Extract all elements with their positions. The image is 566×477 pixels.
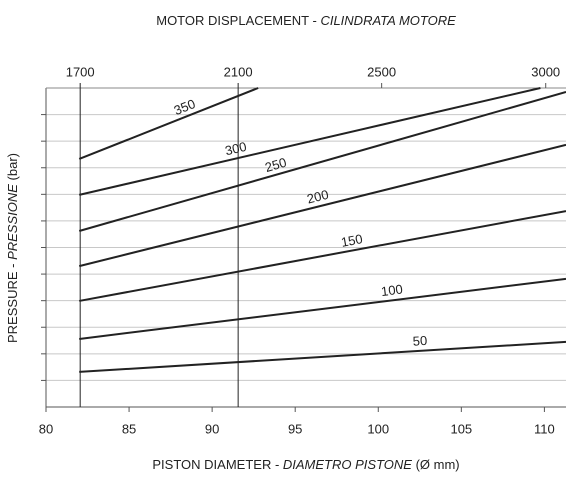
x2-tick-label: 2500: [367, 64, 396, 79]
x-tick-label: 85: [122, 421, 136, 436]
series-label: 100: [380, 282, 403, 300]
title-part: CILINDRATA MOTORE: [320, 13, 456, 28]
title-part: MOTOR DISPLACEMENT -: [156, 13, 320, 28]
ylabel-part: (bar): [5, 153, 20, 184]
series-label: 300: [223, 139, 248, 159]
x-tick-label: 110: [534, 421, 555, 436]
series-label: 50: [412, 333, 427, 349]
ylabel-part: PRESSURE -: [5, 260, 20, 343]
x-tick-label: 80: [39, 421, 53, 436]
x-tick-label: 100: [367, 421, 389, 436]
xlabel-part: DIAMETRO PISTONE: [283, 457, 412, 472]
x-tick-label: 90: [205, 421, 219, 436]
x-tick-label: 105: [450, 421, 472, 436]
chart-title: MOTOR DISPLACEMENT - CILINDRATA MOTORE: [156, 13, 456, 28]
series-label: 200: [305, 187, 330, 207]
x2-tick-label: 1700: [66, 64, 95, 79]
xlabel-part: (Ø mm): [412, 457, 460, 472]
series-line: [78, 143, 566, 268]
series-line: [79, 277, 566, 340]
x-tick-label: 95: [288, 421, 302, 436]
series-line: [79, 210, 566, 302]
series-line: [79, 87, 541, 196]
series-label: 250: [263, 155, 288, 175]
x-axis-label: PISTON DIAMETER - DIAMETRO PISTONE (Ø mm…: [152, 457, 459, 472]
series-line: [78, 91, 566, 232]
ylabel-part: PRESSIONE: [5, 184, 20, 260]
y-axis-label: PRESSURE - PRESSIONE (bar): [5, 153, 20, 343]
series-label: 150: [340, 231, 364, 250]
x2-tick-label: 2100: [224, 64, 253, 79]
series-line: [79, 340, 566, 373]
series-line: [78, 87, 259, 160]
xlabel-part: PISTON DIAMETER -: [152, 457, 283, 472]
series-label: 350: [172, 96, 198, 118]
x2-tick-label: 3000: [531, 64, 560, 79]
